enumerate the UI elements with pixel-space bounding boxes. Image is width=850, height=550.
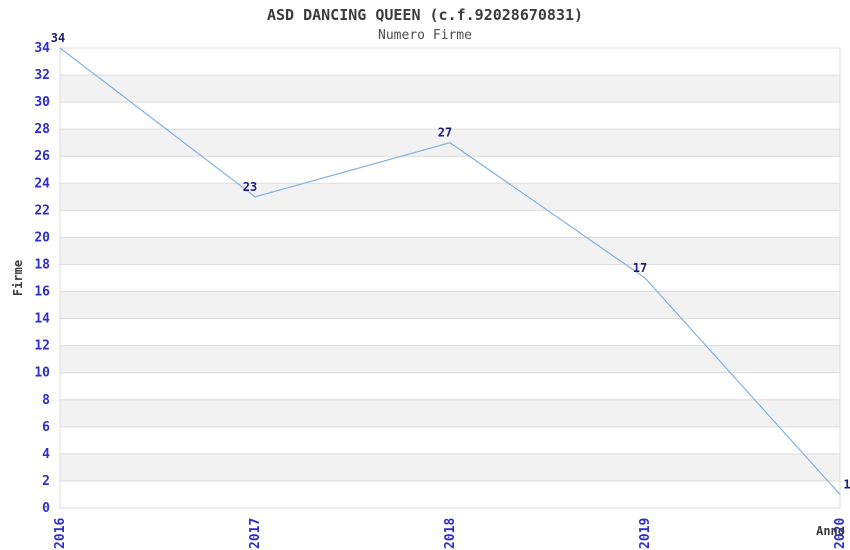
y-tick-label: 8 [42, 393, 50, 408]
y-tick-label: 24 [34, 176, 50, 191]
y-tick-label: 10 [34, 366, 50, 381]
y-tick-label: 18 [34, 257, 50, 272]
y-tick-label: 16 [34, 285, 50, 300]
y-axis-label: Firme [11, 260, 25, 296]
chart-subtitle: Numero Firme [378, 28, 472, 43]
point-label: 27 [438, 126, 452, 140]
y-tick-label: 22 [34, 203, 50, 218]
y-tick-label: 12 [34, 339, 50, 354]
plot-band [60, 453, 840, 481]
x-tick-label: 2017 [248, 518, 263, 549]
plot-band [60, 183, 840, 211]
point-label: 17 [633, 261, 647, 275]
y-tick-label: 2 [42, 474, 50, 489]
y-tick-label: 30 [34, 95, 50, 110]
plot-band [60, 75, 840, 103]
y-tick-label: 26 [34, 149, 50, 164]
point-label: 34 [51, 31, 65, 45]
plot-band [60, 291, 840, 319]
x-tick-label: 2020 [833, 518, 848, 549]
y-tick-label: 0 [42, 501, 50, 516]
x-axis-label: Anno [816, 524, 845, 538]
plot-band [60, 399, 840, 427]
chart-title: ASD DANCING QUEEN (c.f.92028670831) [266, 6, 584, 24]
point-label: 1 [843, 477, 850, 491]
point-label: 23 [243, 180, 257, 194]
x-tick-label: 2018 [443, 518, 458, 549]
y-tick-label: 14 [34, 312, 50, 327]
y-tick-label: 20 [34, 230, 50, 245]
y-tick-label: 6 [42, 420, 50, 435]
plot-band [60, 237, 840, 265]
plot-band [60, 345, 840, 373]
x-tick-label: 2016 [53, 518, 68, 549]
y-tick-label: 4 [42, 447, 50, 462]
x-tick-label: 2019 [638, 518, 653, 549]
data-line [59, 47, 841, 495]
y-tick-label: 28 [34, 122, 50, 137]
y-tick-label: 34 [34, 41, 50, 56]
y-tick-label: 32 [34, 68, 50, 83]
